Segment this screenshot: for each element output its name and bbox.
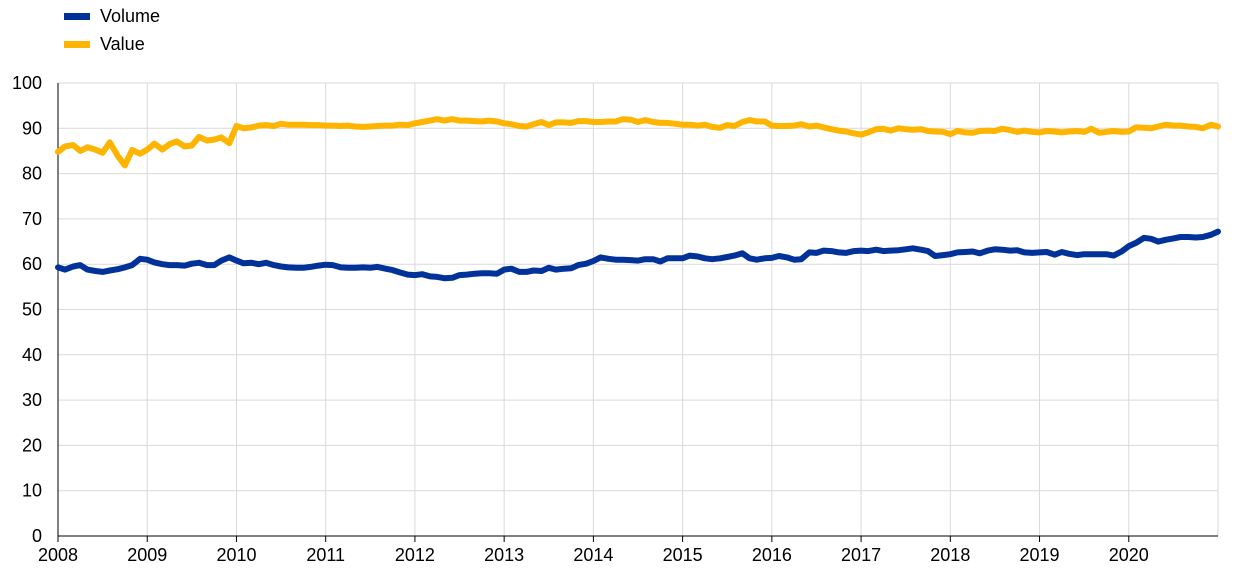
legend-item-volume: Volume (64, 2, 160, 30)
legend-swatch-value (64, 40, 90, 48)
legend-swatch-volume (64, 12, 90, 20)
x-tick-label: 2012 (395, 545, 435, 565)
x-tick-label: 2010 (216, 545, 256, 565)
y-tick-label: 10 (22, 481, 42, 501)
x-tick-label: 2013 (484, 545, 524, 565)
y-tick-label: 70 (22, 209, 42, 229)
y-tick-label: 40 (22, 345, 42, 365)
y-tick-label: 20 (22, 435, 42, 455)
x-tick-label: 2011 (306, 545, 345, 565)
chart-axes (57, 83, 1218, 542)
x-tick-label: 2020 (1109, 545, 1149, 565)
chart-grid (58, 82, 1219, 536)
x-tick-label: 2009 (127, 545, 167, 565)
series-line-volume (55, 228, 1221, 282)
legend-label-value: Value (100, 33, 145, 54)
x-axis-ticks: 2008 2009 2010 2011 2012 2013 2014 2015 2016 2017… (38, 545, 1149, 565)
chart-legend: Volume Value (64, 2, 160, 58)
x-tick-label: 2017 (841, 545, 881, 565)
y-tick-label: 100 (12, 73, 42, 93)
y-tick-label: 80 (22, 164, 42, 184)
x-tick-label: 2019 (1020, 545, 1060, 565)
y-axis-ticks: 0 10 20 30 40 50 60 70 80 90 100 (12, 73, 42, 546)
y-tick-label: 50 (22, 300, 42, 320)
y-tick-label: 60 (22, 254, 42, 274)
chart-series (55, 116, 1221, 282)
y-tick-label: 90 (22, 118, 42, 138)
legend-item-value: Value (64, 30, 160, 58)
legend-label-volume: Volume (100, 5, 161, 26)
y-tick-label: 30 (22, 390, 42, 410)
x-tick-label: 2016 (752, 545, 792, 565)
x-tick-label: 2014 (573, 545, 613, 565)
x-tick-label: 2008 (38, 545, 78, 565)
series-line-value (55, 116, 1221, 169)
x-tick-label: 2015 (663, 545, 703, 565)
x-tick-label: 2018 (930, 545, 970, 565)
y-tick-label: 0 (32, 526, 42, 546)
